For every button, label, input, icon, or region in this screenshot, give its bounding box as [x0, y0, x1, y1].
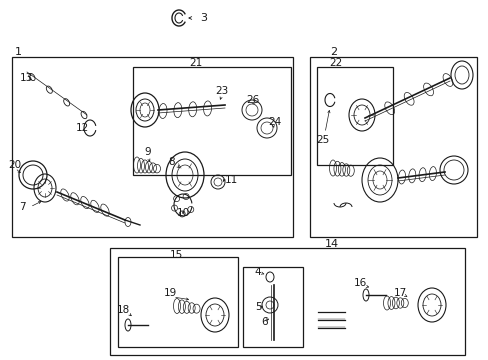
Text: 5: 5 — [254, 302, 261, 312]
Text: 19: 19 — [163, 288, 176, 298]
Text: 3: 3 — [200, 13, 206, 23]
Text: 15: 15 — [169, 250, 182, 260]
Text: 7: 7 — [19, 202, 25, 212]
Bar — [118, 257, 238, 347]
Text: 22: 22 — [329, 58, 342, 68]
Text: 21: 21 — [189, 58, 202, 68]
Bar — [12, 57, 292, 237]
Text: 9: 9 — [144, 147, 151, 157]
Bar — [133, 67, 290, 175]
Text: 23: 23 — [215, 86, 228, 96]
Text: 6: 6 — [261, 317, 268, 327]
Text: 11: 11 — [224, 175, 238, 185]
Text: 1: 1 — [15, 47, 22, 57]
Text: 14: 14 — [324, 239, 338, 249]
Text: 12: 12 — [75, 123, 88, 133]
Text: 20: 20 — [8, 160, 21, 170]
Text: 10: 10 — [176, 208, 189, 218]
Bar — [316, 67, 392, 165]
Bar — [243, 267, 303, 347]
Text: 25: 25 — [316, 135, 329, 145]
Text: 24: 24 — [268, 117, 281, 127]
Text: 17: 17 — [392, 288, 406, 298]
Text: 2: 2 — [329, 47, 336, 57]
Text: 4: 4 — [254, 267, 261, 277]
Text: 16: 16 — [353, 278, 366, 288]
Bar — [309, 57, 476, 237]
Text: 18: 18 — [116, 305, 129, 315]
Text: 8: 8 — [168, 157, 175, 167]
Text: 26: 26 — [246, 95, 259, 105]
Text: 13: 13 — [20, 73, 33, 83]
Bar — [110, 248, 464, 355]
